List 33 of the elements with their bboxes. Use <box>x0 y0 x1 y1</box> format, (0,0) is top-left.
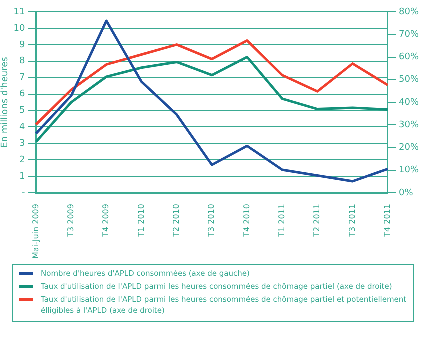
x-tick-label: T2 2011 <box>312 204 322 238</box>
y-tick-label: 8 <box>20 56 26 67</box>
y-tick-label: 9 <box>20 40 26 50</box>
y-tick-label: 5 <box>20 106 26 116</box>
x-tick-label: T4 2011 <box>383 204 392 238</box>
x-tick-label: T3 2011 <box>348 204 357 238</box>
x-tick-label: T1 2011 <box>278 204 287 238</box>
y2-tick-label: 80% <box>398 7 420 18</box>
y-tick-label: - <box>22 188 26 198</box>
x-tick-label: T4 2009 <box>102 204 111 238</box>
y2-tick-label: 60% <box>398 52 420 63</box>
y2-tick-label: 30% <box>398 120 420 130</box>
y2-tick-label: 0% <box>398 188 414 198</box>
x-tick-label: T2 2010 <box>172 204 182 238</box>
x-tick-label: T4 2010 <box>242 204 252 238</box>
y-tick-label: 6 <box>20 90 26 100</box>
y2-tick-label: 70% <box>398 30 420 40</box>
y-tick-label: 7 <box>20 73 26 84</box>
y-axis-title: En millions d'heures <box>0 56 11 148</box>
y-tick-label: 4 <box>20 122 26 133</box>
x-tick-label: Mai-Juin 2009 <box>31 204 40 259</box>
x-tick-label: T1 2010 <box>136 204 146 238</box>
y-tick-label: 1 <box>20 172 26 182</box>
y2-tick-label: 10% <box>398 166 420 176</box>
y2-tick-label: 20% <box>398 143 420 154</box>
y-tick-label: 10 <box>14 24 26 34</box>
x-tick-label: T3 2009 <box>66 204 76 238</box>
y-tick-label: 11 <box>14 7 26 18</box>
y2-tick-label: 50% <box>398 75 420 86</box>
y-tick-label: 2 <box>20 155 26 166</box>
y2-tick-label: 40% <box>398 98 420 108</box>
y-tick-label: 3 <box>20 138 26 149</box>
x-tick-label: T3 2010 <box>207 204 216 238</box>
